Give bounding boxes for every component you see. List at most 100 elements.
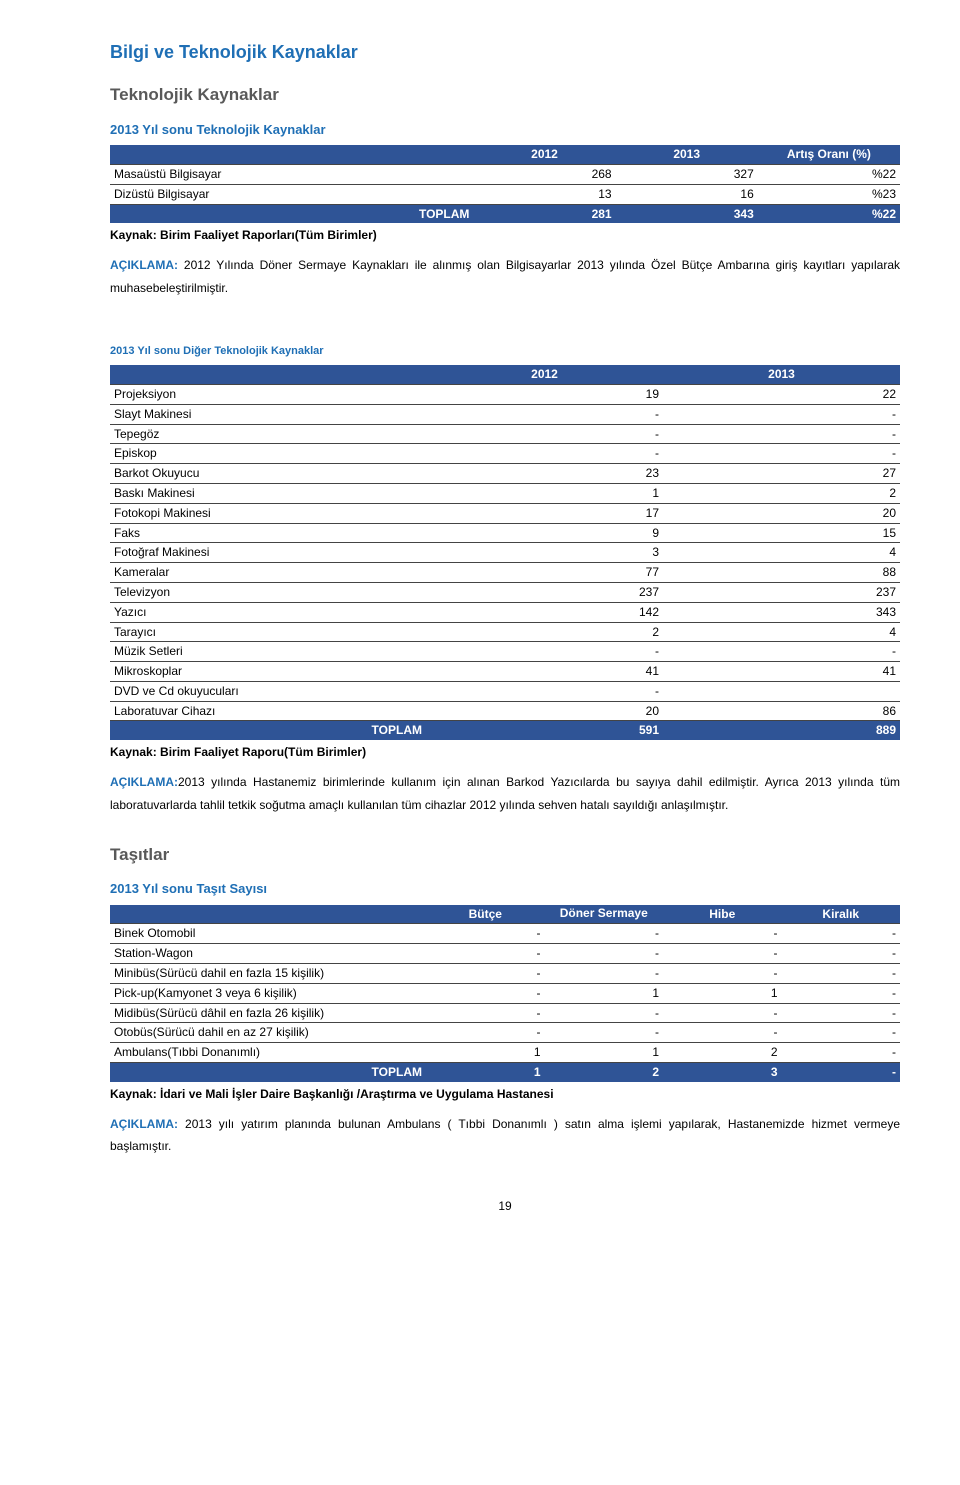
cell-c1: - xyxy=(426,964,545,984)
cell-c2: 1 xyxy=(545,1043,664,1063)
table2-total-row: TOPLAM 591 889 xyxy=(110,721,900,740)
th-2013: 2013 xyxy=(663,365,900,384)
table-row: Binek Otomobil---- xyxy=(110,924,900,944)
cell-label: Ambulans(Tıbbi Donanımlı) xyxy=(110,1043,426,1063)
cell-c1: - xyxy=(426,1003,545,1023)
table-row: Televizyon237237 xyxy=(110,582,900,602)
cell-label: Kameralar xyxy=(110,563,426,583)
cell-label: Pick-up(Kamyonet 3 veya 6 kişilik) xyxy=(110,983,426,1003)
table-row: Faks915 xyxy=(110,523,900,543)
table-row: Dizüstü Bilgisayar1316%23 xyxy=(110,184,900,204)
table-row: Pick-up(Kamyonet 3 veya 6 kişilik)-11- xyxy=(110,983,900,1003)
cell-label: Televizyon xyxy=(110,582,426,602)
cell-c3: - xyxy=(663,944,782,964)
th-butce: Bütçe xyxy=(426,905,545,924)
cell-c3: 1 xyxy=(663,983,782,1003)
table3-source: Kaynak: İdari ve Mali İşler Daire Başkan… xyxy=(110,1086,900,1103)
cell-2013: - xyxy=(663,642,900,662)
cell-2012: 20 xyxy=(426,701,663,721)
table-row: Barkot Okuyucu2327 xyxy=(110,464,900,484)
cell-2012: 237 xyxy=(426,582,663,602)
table1-explanation: AÇIKLAMA: 2012 Yılında Döner Sermaye Kay… xyxy=(110,254,900,300)
cell-label: Station-Wagon xyxy=(110,944,426,964)
total-2012: 591 xyxy=(426,721,663,740)
explain-label: AÇIKLAMA: xyxy=(110,258,178,272)
section-title-tech: Teknolojik Kaynaklar xyxy=(110,83,900,107)
cell-c4: - xyxy=(782,983,901,1003)
table-row: Projeksiyon1922 xyxy=(110,384,900,404)
cell-c3: 2 xyxy=(663,1043,782,1063)
table-row: Tepegöz-- xyxy=(110,424,900,444)
cell-2013: 327 xyxy=(616,164,758,184)
cell-c2: - xyxy=(545,944,664,964)
th-2012: 2012 xyxy=(473,145,615,164)
cell-c2: - xyxy=(545,924,664,944)
total-c1: 1 xyxy=(426,1063,545,1082)
cell-label: Yazıcı xyxy=(110,602,426,622)
table-row: Baskı Makinesi12 xyxy=(110,483,900,503)
table-row: Station-Wagon---- xyxy=(110,944,900,964)
table-row: Otobüs(Sürücü dahil en az 27 kişilik)---… xyxy=(110,1023,900,1043)
explain-label: AÇIKLAMA: xyxy=(110,1117,178,1131)
total-2012: 281 xyxy=(473,204,615,223)
cell-label: Masaüstü Bilgisayar xyxy=(110,164,473,184)
cell-2012: - xyxy=(426,404,663,424)
total-c3: 3 xyxy=(663,1063,782,1082)
cell-2013: 20 xyxy=(663,503,900,523)
cell-c3: - xyxy=(663,964,782,984)
cell-c1: - xyxy=(426,1023,545,1043)
table2: 2012 2013 Projeksiyon1922Slayt Makinesi-… xyxy=(110,365,900,740)
cell-label: Tarayıcı xyxy=(110,622,426,642)
cell-c1: - xyxy=(426,944,545,964)
section-title-vehicles: Taşıtlar xyxy=(110,843,900,867)
cell-pct: %22 xyxy=(758,164,900,184)
table2-source: Kaynak: Birim Faaliyet Raporu(Tüm Biriml… xyxy=(110,744,900,761)
th-pct: Artış Oranı (%) xyxy=(758,145,900,164)
table-row: Slayt Makinesi-- xyxy=(110,404,900,424)
total-2013: 343 xyxy=(616,204,758,223)
table1-total-row: TOPLAM 281 343 %22 xyxy=(110,204,900,223)
cell-2012: 23 xyxy=(426,464,663,484)
cell-2012: 142 xyxy=(426,602,663,622)
th-doner: Döner Sermaye xyxy=(545,905,664,924)
table-row: Laboratuvar Cihazı2086 xyxy=(110,701,900,721)
cell-c1: - xyxy=(426,924,545,944)
cell-label: Binek Otomobil xyxy=(110,924,426,944)
table-row: Minibüs(Sürücü dahil en fazla 15 kişilik… xyxy=(110,964,900,984)
table-row: Episkop-- xyxy=(110,444,900,464)
table1: 2012 2013 Artış Oranı (%) Masaüstü Bilgi… xyxy=(110,145,900,223)
total-label: TOPLAM xyxy=(110,204,473,223)
table-row: Midibüs(Sürücü dâhil en fazla 26 kişilik… xyxy=(110,1003,900,1023)
cell-2012: 1 xyxy=(426,483,663,503)
cell-2013: 86 xyxy=(663,701,900,721)
cell-pct: %23 xyxy=(758,184,900,204)
cell-2013: 4 xyxy=(663,622,900,642)
cell-label: Episkop xyxy=(110,444,426,464)
table1-title: 2013 Yıl sonu Teknolojik Kaynaklar xyxy=(110,121,900,139)
cell-label: Slayt Makinesi xyxy=(110,404,426,424)
th-2013: 2013 xyxy=(616,145,758,164)
table3: Bütçe Döner Sermaye Hibe Kiralık Binek O… xyxy=(110,905,900,1082)
table-row: Ambulans(Tıbbi Donanımlı)112- xyxy=(110,1043,900,1063)
table-row: Müzik Setleri-- xyxy=(110,642,900,662)
table-row: DVD ve Cd okuyucuları- xyxy=(110,681,900,701)
th-blank xyxy=(110,145,473,164)
cell-label: Projeksiyon xyxy=(110,384,426,404)
cell-label: Tepegöz xyxy=(110,424,426,444)
th-kiralik: Kiralık xyxy=(782,905,901,924)
page-number: 19 xyxy=(110,1198,900,1215)
total-label: TOPLAM xyxy=(110,1063,426,1082)
table1-header-row: 2012 2013 Artış Oranı (%) xyxy=(110,145,900,164)
table-row: Fotoğraf Makinesi34 xyxy=(110,543,900,563)
cell-c1: - xyxy=(426,983,545,1003)
table1-source: Kaynak: Birim Faaliyet Raporları(Tüm Bir… xyxy=(110,227,900,244)
cell-2012: - xyxy=(426,681,663,701)
table-row: Mikroskoplar4141 xyxy=(110,662,900,682)
cell-c1: 1 xyxy=(426,1043,545,1063)
total-c4: - xyxy=(782,1063,901,1082)
cell-label: Fotoğraf Makinesi xyxy=(110,543,426,563)
total-label: TOPLAM xyxy=(110,721,426,740)
cell-c4: - xyxy=(782,1043,901,1063)
cell-label: Barkot Okuyucu xyxy=(110,464,426,484)
table3-title: 2013 Yıl sonu Taşıt Sayısı xyxy=(110,880,900,898)
